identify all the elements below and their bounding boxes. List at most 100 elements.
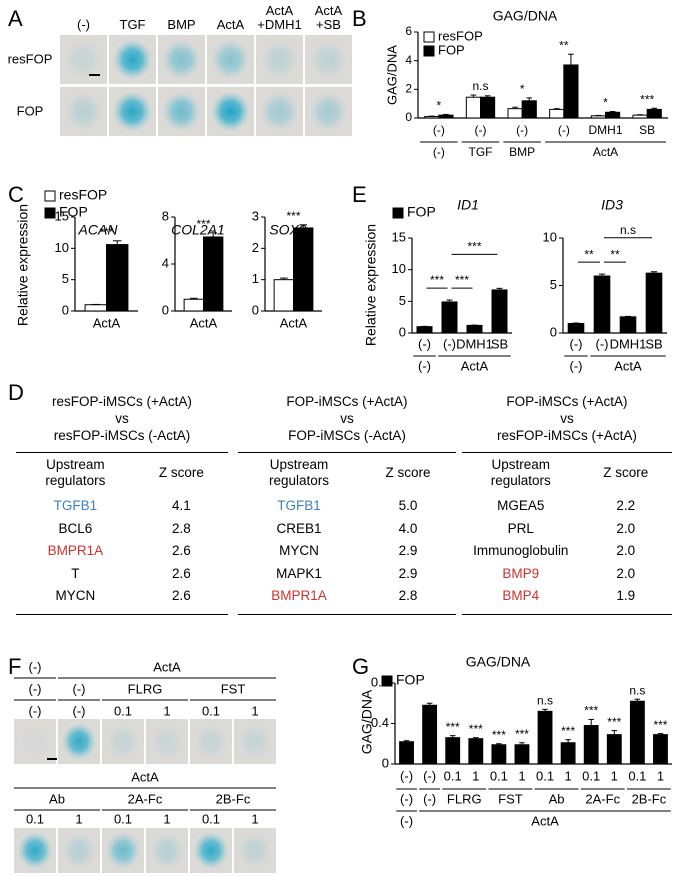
panel-label: G — [352, 654, 369, 679]
regulator: MGEA5 — [497, 498, 545, 513]
table-row: BMP4 1.9 — [462, 585, 672, 608]
regulator: BMP9 — [502, 565, 540, 581]
x-tick-label: (-) — [423, 768, 436, 783]
panel-label: A — [8, 6, 23, 31]
significance-label: *** — [99, 225, 113, 239]
z-score: 2.9 — [398, 543, 418, 558]
y-tick-label: 0 — [405, 110, 412, 124]
x-tick-label: DMH1 — [456, 336, 493, 351]
y-tick-label: 0 — [550, 324, 557, 339]
condition-label: 1 — [75, 811, 82, 826]
z-score: 2.6 — [171, 588, 191, 603]
bar — [468, 738, 484, 765]
bar — [438, 114, 454, 119]
bar — [465, 96, 482, 119]
table-row: BMPR1A 2.6 — [16, 540, 228, 563]
x-tick-label: 1 — [472, 768, 479, 783]
bar — [514, 744, 530, 765]
comparison-label: ** — [584, 247, 594, 261]
x-tick-label: DMH1 — [610, 336, 647, 351]
condition-label: 0.1 — [202, 703, 220, 718]
bar — [583, 725, 599, 765]
significance-label: *** — [640, 92, 654, 106]
x-tick-label: 0.1 — [536, 768, 554, 783]
table-row: BCL6 2.8 — [16, 518, 228, 541]
bar — [466, 324, 483, 334]
y-tick-label: 5 — [550, 277, 557, 292]
significance-label: n.s — [472, 79, 488, 93]
pellet-stain — [161, 90, 202, 133]
x-tick-label: 0.1 — [628, 768, 646, 783]
comparison-line: resFOP-iMSCs (+ActA) — [52, 394, 192, 409]
z-score: 2.0 — [616, 520, 636, 536]
regulator: BMPR1A — [271, 588, 327, 603]
condition-label: (-) — [29, 703, 42, 718]
column-header: ActA +SB — [314, 3, 343, 32]
column-header: TGF — [119, 17, 146, 32]
pellet-stain — [112, 90, 153, 133]
pellet-stain — [193, 831, 229, 870]
group-label: BMP — [509, 145, 535, 159]
pellet-stain — [61, 831, 97, 870]
chart-title: GAG/DNA — [493, 8, 558, 24]
x-tick-label: (-) — [570, 336, 583, 351]
bar — [605, 111, 621, 119]
panel-label: E — [352, 182, 367, 207]
panel-label: F — [8, 654, 21, 679]
column-header: BMP — [167, 17, 196, 32]
column-header: (-) — [77, 17, 90, 32]
legend-label: resFOP — [59, 187, 107, 203]
bar — [399, 741, 414, 765]
comparison-label: *** — [467, 240, 481, 254]
significance-label: *** — [561, 724, 575, 738]
regulator: MYCN — [279, 543, 319, 558]
y-tick-label: 10 — [392, 261, 406, 276]
bar — [563, 64, 579, 119]
column-header: ActA +DMH1 — [257, 3, 302, 32]
panel-label: B — [352, 6, 367, 31]
row-label: resFOP — [8, 51, 53, 66]
legend-swatch — [423, 31, 435, 43]
group-label: (-) — [423, 791, 436, 806]
condition-label: 1 — [163, 703, 170, 718]
comparison-line: FOP-iMSCs (+ActA) — [506, 394, 628, 409]
table-row: TGFB1 5.0 — [238, 495, 456, 518]
table-row: Immunoglobulin 2.0 — [462, 540, 672, 563]
legend-swatch — [381, 675, 393, 687]
y-tick-label: 0 — [382, 755, 389, 770]
comparison-label: *** — [455, 273, 469, 287]
significance-label: *** — [196, 217, 210, 231]
pellet-stain — [259, 90, 300, 133]
x-tick-label: (-) — [418, 336, 431, 351]
table-body: Upstream regulators Z score TGFB1 4.1 BCL6 2.… — [16, 452, 228, 615]
pellet-stain — [308, 90, 349, 133]
x-tick-label: (-) — [400, 768, 413, 783]
condition-label: 2B-Fc — [216, 791, 251, 806]
pellet-stain — [308, 38, 349, 81]
pellet-stain — [17, 722, 53, 761]
header-text: Z score — [158, 465, 204, 480]
y-tick-label: 6 — [405, 24, 412, 38]
comparison-label: n.s — [620, 223, 636, 237]
column-header: Upstream regulators — [462, 457, 580, 489]
bar — [424, 116, 440, 119]
condition-label: 0.1 — [114, 811, 132, 826]
y-tick-label: 15 — [392, 229, 406, 244]
condition-label: ActA — [131, 769, 159, 784]
significance-label: *** — [286, 209, 300, 223]
condition-label: 0.1 — [114, 703, 132, 718]
bar — [183, 298, 204, 312]
pellet-stain — [149, 831, 185, 870]
group-label: ActA — [593, 145, 618, 159]
group-label: Ab — [549, 791, 565, 806]
bar — [632, 114, 648, 119]
significance-label: *** — [515, 727, 529, 741]
bar — [629, 700, 645, 765]
group-label: ActA — [531, 813, 559, 828]
condition-label: 0.1 — [26, 811, 44, 826]
column-header: Z score — [580, 465, 672, 481]
y-tick-label: 0 — [252, 302, 259, 317]
table-header: Upstream regulators Z score — [238, 453, 456, 495]
significance-label: *** — [653, 718, 667, 732]
comparison-line: vs — [560, 411, 574, 426]
